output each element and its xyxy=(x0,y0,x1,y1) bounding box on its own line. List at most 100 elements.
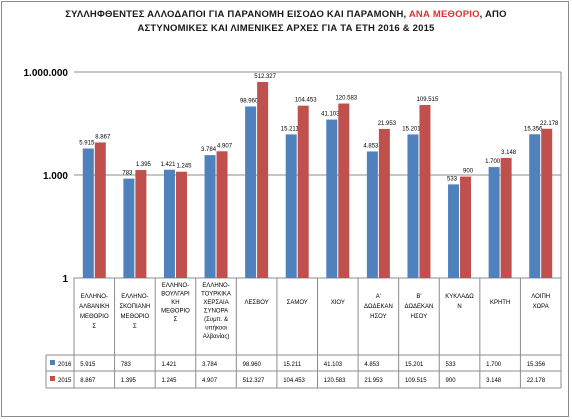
table-cell-2016: 783 xyxy=(121,362,132,368)
table-cell-2015: 104.453 xyxy=(283,378,305,384)
data-label-2015: 104.453 xyxy=(295,98,317,104)
category-label: ΗΣΟΥ xyxy=(370,314,387,320)
category-label: ΔΩΔΕΚΑΝ xyxy=(364,304,393,310)
table-cell-2015: 1.245 xyxy=(161,378,177,384)
legend-label: 2015 xyxy=(58,378,72,384)
bar-2016 xyxy=(448,184,460,278)
category-label: ΚΡΗΤΗ xyxy=(490,300,510,306)
data-label-2016: 1.421 xyxy=(160,162,176,168)
data-label-2016: 98.960 xyxy=(240,98,259,104)
table-cell-2016: 4.853 xyxy=(364,362,380,368)
bar-2016 xyxy=(366,151,378,278)
table-cell-2016: 15.211 xyxy=(283,362,302,368)
category-label: ΗΣΟΥ xyxy=(411,314,428,320)
legend-label: 2016 xyxy=(58,362,72,368)
data-label-2015: 8.867 xyxy=(95,134,111,140)
chart-title-line-2: ΑΣΤΥΝΟΜΙΚΕΣ ΚΑΙ ΛΙΜΕΝΙΚΕΣ ΑΡΧΕΣ ΓΙΑ ΤΑ Ε… xyxy=(137,23,435,34)
data-label-2016: 15.356 xyxy=(524,126,543,132)
bar-2015 xyxy=(135,170,147,278)
data-label-2015: 900 xyxy=(463,169,474,175)
bar-2016 xyxy=(407,134,419,278)
category-label: ΕΛΛΗΝΟ- xyxy=(81,294,108,300)
bar-2016 xyxy=(529,134,541,278)
table-cell-2015: 3.148 xyxy=(486,378,502,384)
legend-key-2016 xyxy=(50,360,55,365)
data-label-2016: 15.211 xyxy=(281,126,300,132)
y-tick-label: 1.000 xyxy=(43,171,68,182)
data-label-2015: 109.515 xyxy=(417,97,439,103)
category-label: ΜΕΘΟΡΙΟ xyxy=(80,314,109,320)
table-cell-2016: 1.700 xyxy=(486,362,502,368)
category-label: ΜΕΘΟΡΙΟ xyxy=(161,309,190,315)
category-label: ΧΙΟΥ xyxy=(331,300,345,306)
bar-2016 xyxy=(163,169,175,278)
table-cell-2015: 21.953 xyxy=(364,378,383,384)
table-cell-2015: 4.907 xyxy=(202,378,218,384)
legend-key-2015 xyxy=(50,376,55,381)
table-cell-2016: 3.784 xyxy=(202,362,218,368)
bar-2015 xyxy=(94,142,106,278)
category-label: Β' xyxy=(416,294,421,300)
category-label: ΑΛΒΑΝΙΚΗ xyxy=(79,304,109,310)
data-label-2016: 4.853 xyxy=(363,143,379,149)
title-highlight: ΑΝΑ ΜΕΘΟΡΙΟ xyxy=(408,9,480,20)
category-label: ΕΛΛΗΝΟ- xyxy=(202,283,229,289)
data-label-2016: 3.784 xyxy=(201,147,217,153)
table-cell-2016: 15.356 xyxy=(527,362,546,368)
bar-2015 xyxy=(338,103,350,278)
data-label-2016: 15.201 xyxy=(402,126,421,132)
category-label: Ν xyxy=(457,304,461,310)
table-cell-2015: 512.327 xyxy=(243,378,265,384)
table-cell-2016: 98.960 xyxy=(243,362,262,368)
bar-2015 xyxy=(216,151,228,278)
data-label-2015: 1.245 xyxy=(176,164,192,170)
category-label: Σ xyxy=(174,317,178,323)
data-label-2016: 533 xyxy=(447,176,458,182)
category-label: ΧΕΡΣΑΙΑ xyxy=(203,300,228,306)
category-label: ΧΩΡΑ xyxy=(533,304,549,310)
data-label-2015: 22.178 xyxy=(540,121,559,127)
data-label-2015: 512.327 xyxy=(254,74,276,80)
title-text-b: , ΑΠΟ xyxy=(479,9,507,20)
bar-2015 xyxy=(257,81,269,278)
data-label-2015: 21.953 xyxy=(378,121,397,127)
category-label: Αλβανίας) xyxy=(203,334,230,340)
bar-2015 xyxy=(541,128,553,278)
category-label: ΒΟΥΛΓΑΡΙ xyxy=(161,292,190,298)
category-label: ΜΕΘΟΡΙΟ xyxy=(121,314,150,320)
category-label: ΛΕΣΒΟΥ xyxy=(245,300,269,306)
category-label: υπήκοοι xyxy=(205,325,227,332)
category-label: ΣΑΜΟΥ xyxy=(287,300,308,306)
table-cell-2016: 533 xyxy=(446,362,457,368)
data-label-2016: 783 xyxy=(122,171,133,177)
bar-2016 xyxy=(285,134,297,278)
data-label-2016: 1.700 xyxy=(485,159,501,165)
bar-2016 xyxy=(204,155,216,278)
data-label-2015: 1.395 xyxy=(136,162,152,168)
category-label: Σ xyxy=(92,324,96,330)
table-cell-2016: 5.915 xyxy=(80,362,96,368)
category-label: Α' xyxy=(376,294,381,300)
category-label: (Συμπ. & xyxy=(204,317,228,323)
chart-title: ΣΥΛΛΗΦΘΕΝΤΕΣ ΑΛΛΟΔΑΠΟΙ ΓΙΑ ΠΑΡΑΝΟΜΗ ΕΙΣΟ… xyxy=(20,8,552,36)
chart-title-line-1: ΣΥΛΛΗΦΘΕΝΤΕΣ ΑΛΛΟΔΑΠΟΙ ΓΙΑ ΠΑΡΑΝΟΜΗ ΕΙΣΟ… xyxy=(20,8,552,22)
data-label-2016: 41.103 xyxy=(321,112,340,118)
category-label: ΚΗ xyxy=(171,300,179,306)
y-tick-label: 1.000.000 xyxy=(24,68,69,79)
bar-2015 xyxy=(500,157,512,278)
category-label: ΔΩΔΕΚΑΝ xyxy=(405,304,434,310)
data-label-2015: 4.907 xyxy=(217,143,233,149)
category-label: ΣΥΝΟΡΑ xyxy=(204,309,228,315)
table-cell-2015: 900 xyxy=(446,378,457,384)
bar-2016 xyxy=(488,167,500,278)
table-cell-2015: 22.178 xyxy=(527,378,546,384)
data-label-2015: 120.583 xyxy=(335,96,357,102)
category-label: ΕΛΛΗΝΟ- xyxy=(121,294,148,300)
y-tick-label: 1 xyxy=(62,274,68,285)
table-cell-2016: 41.103 xyxy=(324,362,343,368)
table-cell-2015: 109.515 xyxy=(405,378,427,384)
bar-2015 xyxy=(175,171,187,278)
bar-2015 xyxy=(419,104,431,278)
